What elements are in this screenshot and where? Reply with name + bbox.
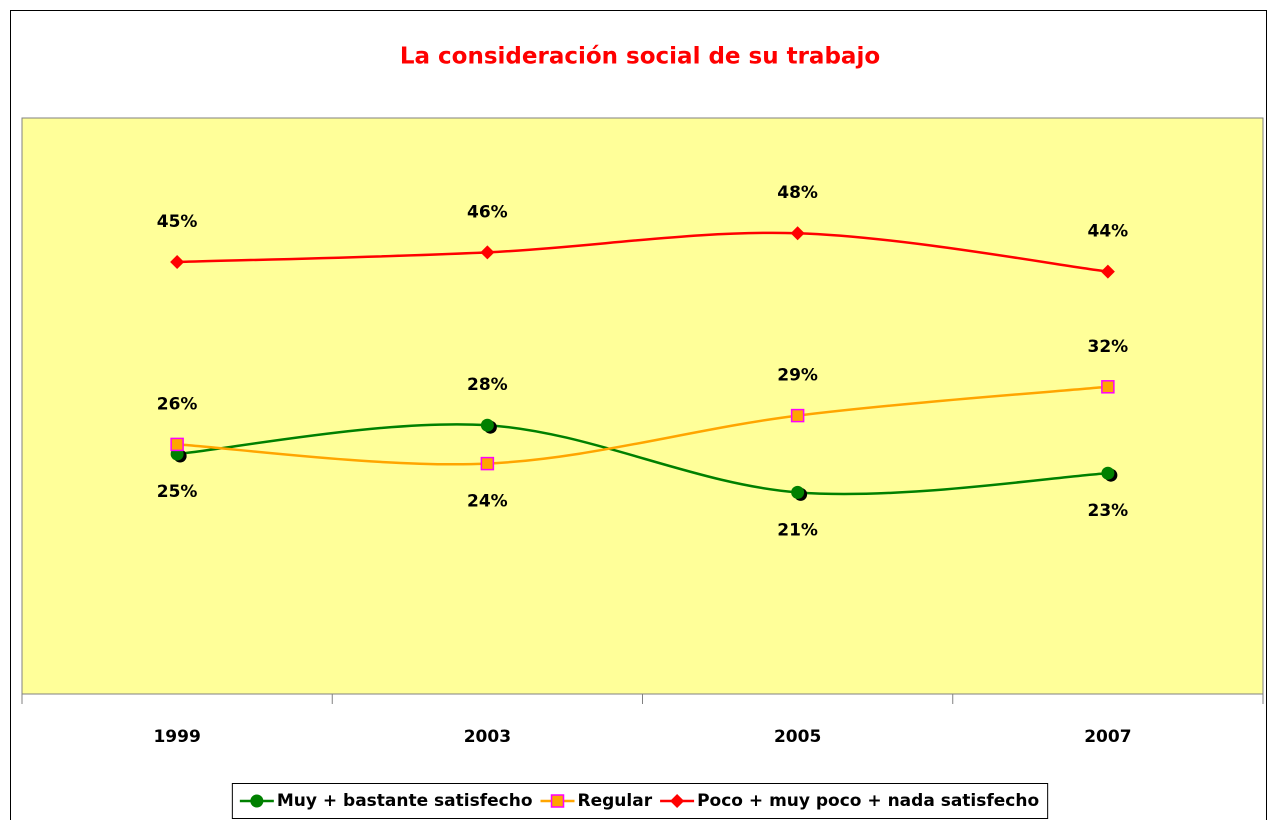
series-line: [177, 385, 1108, 466]
marker: [480, 418, 497, 434]
marker: [791, 485, 808, 501]
data-label: 46%: [467, 202, 508, 222]
data-label: 45%: [157, 212, 198, 232]
data-label: 26%: [157, 394, 198, 414]
legend-label: Muy + bastante satisfecho: [277, 791, 533, 811]
marker: [1100, 264, 1115, 279]
x-tick-label: 2005: [774, 727, 821, 747]
marker: [170, 437, 184, 452]
data-label: 24%: [467, 492, 508, 512]
data-label: 23%: [1088, 501, 1129, 521]
marker: [480, 456, 495, 471]
x-tick-label: 2007: [1084, 727, 1131, 747]
plot-area: [21, 117, 1264, 695]
chart-title: La consideración social de su trabajo: [400, 44, 880, 70]
marker: [170, 255, 185, 269]
legend-marker: [250, 794, 264, 808]
marker-dot: [480, 418, 494, 432]
marker: [790, 408, 805, 423]
marker: [790, 226, 805, 241]
data-label: 21%: [777, 520, 818, 540]
series-line: [177, 423, 1108, 496]
series-line: [177, 231, 1109, 273]
legend-marker: [670, 794, 685, 808]
legend-label: Regular: [578, 791, 653, 811]
data-label: 48%: [777, 183, 818, 203]
legend: Muy + bastante satisfecho Regular Poco + m…: [231, 783, 1049, 819]
data-label: 29%: [777, 366, 818, 386]
data-label: 25%: [157, 482, 198, 502]
marker-dot: [250, 794, 264, 808]
x-tick-label: 1999: [153, 727, 200, 747]
marker: [1101, 466, 1118, 482]
legend-marker: [550, 794, 565, 808]
marker-dot: [1101, 466, 1115, 480]
marker-dot: [791, 485, 805, 499]
legend-box: [231, 783, 1049, 819]
data-label: 28%: [467, 375, 508, 395]
marker: [1101, 380, 1115, 394]
data-label: 32%: [1088, 337, 1129, 357]
data-label: 44%: [1088, 222, 1129, 242]
legend-label: Poco + muy poco + nada satisfecho: [697, 791, 1039, 811]
marker: [480, 245, 495, 260]
x-tick-label: 2003: [464, 727, 511, 747]
